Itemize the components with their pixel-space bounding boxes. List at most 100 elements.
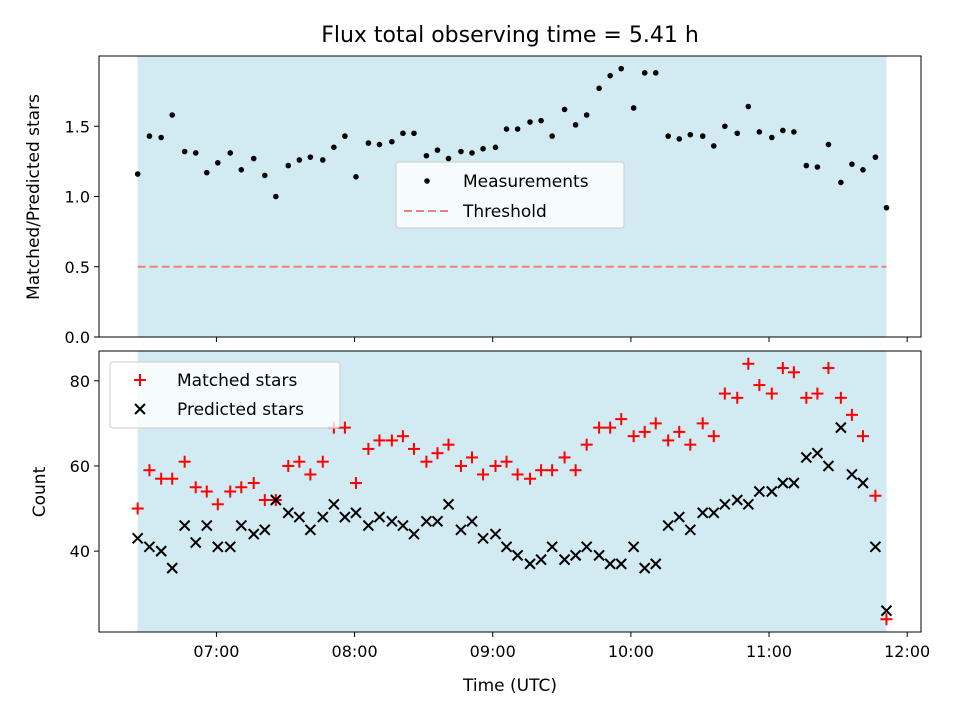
top-measurements-point bbox=[320, 157, 326, 163]
bottom-matched-stars-point bbox=[155, 472, 168, 485]
bottom-predicted-stars-point bbox=[201, 519, 213, 532]
top-measurements-point bbox=[445, 155, 452, 162]
bottom-matched-stars-point bbox=[224, 485, 237, 498]
bottom-predicted-stars-point bbox=[673, 511, 685, 523]
bottom-x-tick-label: 11:00 bbox=[746, 642, 792, 661]
bottom-predicted-stars-point-b bbox=[800, 451, 813, 464]
bottom-predicted-stars-point bbox=[500, 541, 513, 553]
bottom-x-tick-label: 08:00 bbox=[332, 642, 378, 661]
top-measurements-point bbox=[458, 148, 464, 155]
bottom-predicted-stars-point bbox=[880, 605, 893, 617]
bottom-axes-frame bbox=[98, 350, 922, 633]
bottom-matched-stars-point bbox=[615, 413, 628, 426]
top-measurements-point bbox=[434, 147, 441, 153]
bottom-predicted-stars-point-b bbox=[201, 519, 213, 532]
bottom-matched-stars-point bbox=[316, 455, 329, 468]
measurements-legend-marker bbox=[424, 178, 430, 184]
top-measurements-point bbox=[561, 106, 568, 113]
bottom-predicted-stars-point bbox=[857, 477, 869, 489]
bottom-predicted-stars-point-b bbox=[317, 511, 329, 523]
top-chart-title: Flux total observing time = 5.41 h bbox=[321, 23, 699, 48]
bottom-predicted-stars-point-b bbox=[777, 477, 789, 489]
bottom-predicted-stars-point bbox=[489, 528, 502, 540]
top-measurements-point bbox=[169, 112, 176, 118]
top-measurements-point bbox=[803, 162, 810, 169]
bottom-matched-stars-point bbox=[143, 464, 156, 477]
top-measurements-point bbox=[652, 70, 659, 76]
bottom-predicted-stars-point-b bbox=[408, 528, 420, 540]
bottom-predicted-stars-point bbox=[224, 541, 236, 553]
bottom-predicted-stars-point-b bbox=[166, 562, 178, 574]
bottom-predicted-stars-point-b bbox=[627, 541, 640, 553]
bottom-matched-stars-point bbox=[431, 447, 444, 460]
bottom-predicted-stars-point-b bbox=[282, 507, 294, 519]
top-measurements-point bbox=[273, 193, 279, 200]
bottom-predicted-stars-point-b bbox=[638, 562, 651, 574]
bottom-predicted-stars-point-b bbox=[766, 485, 778, 498]
bottom-matched-stars-point bbox=[662, 434, 675, 447]
top-legend-box bbox=[395, 161, 625, 229]
top-measurements-point bbox=[469, 150, 475, 156]
bottom-matched-stars-point bbox=[856, 430, 869, 443]
bottom-predicted-stars-point bbox=[604, 558, 616, 570]
bottom-predicted-stars-point bbox=[684, 524, 696, 536]
bottom-predicted-stars-point bbox=[777, 477, 789, 489]
bottom-predicted-stars-point-b bbox=[558, 553, 571, 566]
bottom-matched-stars-point bbox=[593, 421, 606, 434]
bottom-matched-stars-point bbox=[673, 425, 686, 438]
bottom-predicted-stars-point bbox=[742, 498, 755, 510]
bottom-matched-stars-point bbox=[247, 476, 260, 489]
top-measurements-point bbox=[838, 179, 844, 186]
bottom-predicted-stars-point bbox=[397, 519, 409, 532]
bottom-predicted-stars-point-b bbox=[259, 524, 271, 536]
top-legend: Measurements Threshold bbox=[395, 161, 625, 229]
bottom-y-tick-label: 80 bbox=[70, 372, 90, 391]
bottom-predicted-stars-point bbox=[869, 541, 882, 553]
bottom-predicted-stars-point-b bbox=[131, 532, 144, 545]
bottom-predicted-stars-point bbox=[143, 541, 156, 553]
bottom-predicted-stars-point bbox=[270, 494, 282, 506]
matched-stars-legend-label: Matched stars bbox=[177, 371, 297, 391]
bottom-matched-stars-point bbox=[638, 425, 651, 438]
bottom-predicted-stars-point bbox=[304, 524, 317, 536]
bottom-predicted-stars-point bbox=[178, 519, 191, 532]
top-measurements-point bbox=[768, 134, 775, 141]
bottom-predicted-stars-point-b bbox=[350, 507, 362, 519]
top-measurements-point bbox=[825, 141, 832, 148]
bottom-predicted-stars-point bbox=[339, 511, 351, 523]
x-axis-label: Time (UTC) bbox=[462, 676, 557, 696]
top-measurements-point bbox=[296, 157, 303, 163]
bottom-matched-stars-point bbox=[489, 459, 502, 472]
bottom-predicted-stars-point bbox=[477, 532, 489, 545]
bottom-predicted-stars-point bbox=[442, 498, 455, 510]
bottom-matched-stars-point bbox=[535, 464, 548, 477]
bottom-predicted-stars-point-b bbox=[304, 524, 317, 536]
predicted-stars-legend-label: Predicted stars bbox=[177, 400, 304, 420]
bottom-predicted-stars-point-b bbox=[328, 498, 340, 510]
bottom-predicted-stars-point bbox=[131, 532, 144, 545]
bottom-predicted-stars-point-b bbox=[822, 460, 835, 472]
bottom-matched-stars-point bbox=[407, 442, 420, 455]
bottom-predicted-stars-point-b bbox=[466, 515, 478, 528]
bottom-predicted-stars-point-b bbox=[708, 507, 720, 519]
bottom-matched-stars-point bbox=[349, 476, 362, 489]
bottom-matched-stars-point bbox=[742, 357, 755, 370]
bottom-y-tick-label: 60 bbox=[70, 457, 90, 476]
bottom-matched-stars-point bbox=[627, 430, 640, 443]
bottom-predicted-stars-point bbox=[731, 494, 743, 506]
bottom-matched-stars-point bbox=[258, 494, 271, 507]
bottom-matched-stars-point bbox=[649, 417, 662, 430]
bottom-predicted-stars-point bbox=[753, 485, 766, 498]
bottom-matched-stars-point bbox=[546, 464, 559, 477]
bottom-predicted-stars-point-b bbox=[846, 468, 858, 481]
bottom-predicted-stars-point-b bbox=[788, 477, 800, 489]
threshold-legend-label: Threshold bbox=[462, 202, 547, 222]
bottom-matched-stars-point bbox=[707, 430, 720, 443]
top-measurements-point bbox=[423, 152, 430, 159]
bottom-predicted-stars-point-b bbox=[373, 511, 386, 523]
top-measurements-point bbox=[503, 126, 510, 132]
bottom-y-tick-label: 40 bbox=[70, 542, 90, 561]
bottom-matched-stars-point bbox=[869, 489, 882, 502]
top-y-tick-label: 0.5 bbox=[65, 258, 90, 277]
bottom-matched-stars-point bbox=[880, 613, 893, 626]
